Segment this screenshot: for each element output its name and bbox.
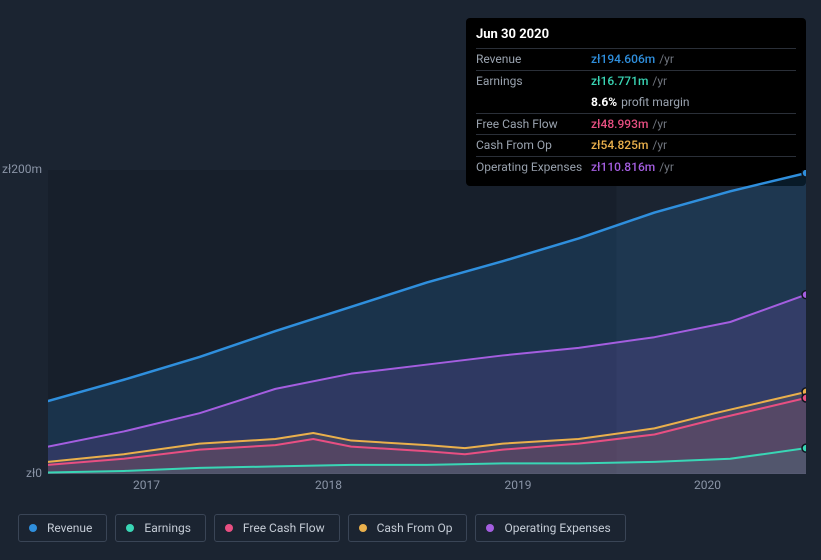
y-axis-label: zł200m [0, 162, 42, 176]
legend-item[interactable]: Cash From Op [348, 514, 468, 542]
tooltip-row-suffix: /yr [652, 137, 667, 154]
x-axis-label: 2018 [315, 478, 342, 492]
legend-dot-icon [126, 524, 134, 532]
tooltip-row-extra: 8.6%profit margin [476, 92, 796, 113]
y-axis-label: zł0 [0, 466, 42, 480]
legend-dot-icon [359, 524, 367, 532]
legend-item[interactable]: Revenue [18, 514, 107, 542]
tooltip-row-suffix: /yr [652, 73, 667, 90]
x-axis-label: 2020 [694, 478, 721, 492]
tooltip-extra-bold: 8.6% [591, 94, 617, 111]
legend-dot-icon [225, 524, 233, 532]
tooltip-row-label: Free Cash Flow [476, 116, 591, 133]
tooltip-row-label: Revenue [476, 51, 591, 68]
tooltip-row-suffix: /yr [659, 51, 674, 68]
legend-dot-icon [486, 524, 494, 532]
legend-item[interactable]: Free Cash Flow [214, 514, 340, 542]
chart-legend: Revenue Earnings Free Cash Flow Cash From O… [18, 514, 626, 542]
tooltip-row: Revenuezł194.606m/yr [476, 48, 796, 70]
x-axis: 2017 2018 2019 2020 [48, 478, 806, 498]
tooltip-row: Earningszł16.771m/yr [476, 70, 796, 92]
tooltip-row-label: Cash From Op [476, 137, 591, 154]
legend-label: Earnings [144, 521, 191, 535]
tooltip-row: Free Cash Flowzł48.993m/yr [476, 113, 796, 135]
tooltip-row-suffix: /yr [652, 116, 667, 133]
tooltip-row-value: zł194.606m [591, 51, 655, 68]
x-axis-label: 2017 [133, 478, 160, 492]
legend-label: Cash From Op [377, 521, 453, 535]
tooltip-row-value: zł48.993m [591, 116, 648, 133]
tooltip-row-value: zł16.771m [591, 73, 648, 90]
legend-label: Operating Expenses [504, 521, 610, 535]
financials-area-chart[interactable] [48, 170, 806, 474]
legend-dot-icon [29, 524, 37, 532]
chart-tooltip: Jun 30 2020 Revenuezł194.606m/yrEarnings… [466, 18, 806, 186]
tooltip-row-value: zł54.825m [591, 137, 648, 154]
tooltip-title: Jun 30 2020 [476, 24, 796, 48]
tooltip-extra-text: profit margin [621, 94, 689, 111]
x-axis-label: 2019 [504, 478, 531, 492]
tooltip-row-label: Earnings [476, 73, 591, 90]
tooltip-row: Cash From Opzł54.825m/yr [476, 134, 796, 156]
legend-label: Free Cash Flow [243, 521, 325, 535]
legend-item[interactable]: Earnings [115, 514, 206, 542]
legend-label: Revenue [47, 521, 92, 535]
legend-item[interactable]: Operating Expenses [475, 514, 625, 542]
